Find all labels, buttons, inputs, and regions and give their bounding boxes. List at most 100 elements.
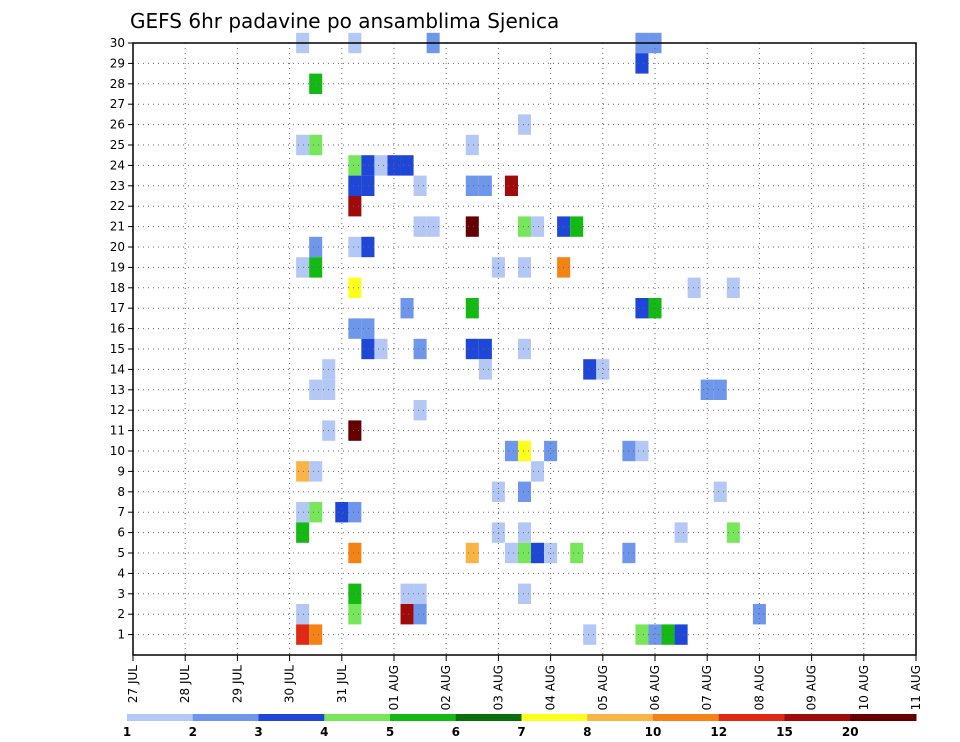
x-tick-label: 02 AUG [439, 665, 453, 710]
y-tick-label: 25 [110, 138, 125, 152]
precip-cell [504, 175, 518, 196]
precip-cell [361, 318, 375, 339]
colorbar-segment [718, 714, 785, 721]
precip-cell [348, 196, 362, 217]
precip-cell [531, 216, 545, 237]
precip-cell [361, 175, 375, 196]
x-tick-label: 30 JUL [283, 665, 297, 703]
precip-cell [465, 134, 479, 156]
precip-cell [309, 257, 323, 278]
y-tick-label: 16 [110, 322, 125, 336]
precip-cell [713, 379, 727, 400]
y-tick-label: 3 [117, 587, 125, 601]
precip-cell [296, 604, 310, 625]
precip-cell [348, 236, 362, 258]
precip-cell [465, 216, 479, 237]
precip-cell [348, 604, 362, 625]
precip-cell [465, 298, 479, 319]
precip-cell [517, 481, 532, 502]
precip-cell [517, 338, 532, 360]
y-tick-label: 29 [110, 56, 125, 70]
precip-cell [309, 624, 323, 645]
y-tick-label: 30 [110, 36, 125, 50]
precip-cell [296, 624, 310, 645]
precip-cell [361, 338, 375, 360]
precip-cell [517, 583, 532, 604]
y-tick-label: 12 [110, 403, 125, 417]
x-tick-label: 29 JUL [230, 665, 244, 703]
precip-cell [361, 236, 375, 258]
y-tick-label: 4 [117, 566, 125, 580]
precip-cell [635, 440, 649, 462]
precip-cell [309, 73, 323, 94]
precip-cell [596, 359, 610, 380]
precip-cell [635, 298, 649, 319]
colorbar-segment [653, 714, 720, 721]
precip-cell [309, 379, 323, 400]
y-tick-label: 7 [117, 505, 125, 519]
precip-cell [700, 379, 714, 400]
precip-cell [687, 277, 701, 298]
precip-cell [309, 236, 323, 258]
precip-cell [635, 53, 649, 74]
precip-cell [674, 522, 688, 543]
precip-cell [309, 134, 323, 156]
precip-cell [296, 134, 310, 156]
colorbar-segment [455, 714, 522, 721]
y-tick-label: 11 [110, 424, 125, 438]
precip-cell [413, 338, 427, 360]
colorbar-label: 15 [776, 725, 793, 739]
colorbar-label: 7 [517, 725, 525, 739]
precip-cell [348, 277, 362, 298]
precip-cell [478, 338, 492, 360]
colorbar-label: 2 [189, 725, 197, 739]
x-tick-label: 08 AUG [752, 665, 766, 710]
y-tick-label: 26 [110, 118, 125, 132]
precip-cell [413, 400, 427, 421]
colorbar-segment [521, 714, 588, 721]
precip-cell [517, 114, 532, 135]
precip-cell [517, 257, 532, 278]
colorbar-segment [850, 714, 917, 721]
precip-cell [348, 318, 362, 339]
y-tick-label: 9 [117, 464, 125, 478]
colorbar-segment [784, 714, 851, 721]
grid-lines [133, 43, 916, 655]
precip-cell [296, 461, 310, 482]
precip-cell [400, 604, 414, 625]
y-tick-label: 27 [110, 97, 125, 111]
precip-cell [309, 461, 323, 482]
precip-cell [583, 359, 597, 380]
precip-cell [517, 440, 532, 462]
precip-cell [504, 542, 518, 564]
y-tick-label: 24 [110, 158, 125, 172]
x-tick-label: 11 AUG [909, 665, 923, 710]
precip-cell [348, 155, 362, 176]
x-tick-label: 27 JUL [126, 665, 140, 703]
precip-cell [531, 542, 545, 564]
colorbar-segment [258, 714, 325, 721]
precip-cell [713, 481, 727, 502]
x-tick-label: 31 JUL [335, 665, 349, 703]
precip-cell [413, 583, 427, 604]
x-tick-label: 28 JUL [178, 665, 192, 703]
colorbar-segment [127, 714, 194, 721]
precip-cell [478, 175, 492, 196]
precip-cell [674, 624, 688, 645]
precip-cell [517, 522, 532, 543]
y-tick-label: 1 [117, 628, 125, 642]
y-axis: 1234567891011121314151617181920212223242… [110, 36, 133, 642]
colorbar-label: 10 [645, 725, 662, 739]
y-tick-label: 15 [110, 342, 125, 356]
precip-cell [504, 440, 518, 462]
colorbar-segment [324, 714, 391, 721]
y-tick-label: 5 [117, 546, 125, 560]
colorbar-label: 12 [710, 725, 727, 739]
colorbar-label: 8 [583, 725, 591, 739]
x-tick-label: 03 AUG [491, 665, 505, 710]
colorbar-label: 4 [320, 725, 328, 739]
colorbar-label: 6 [452, 725, 460, 739]
precip-cell [517, 542, 532, 564]
precip-cell [635, 624, 649, 645]
